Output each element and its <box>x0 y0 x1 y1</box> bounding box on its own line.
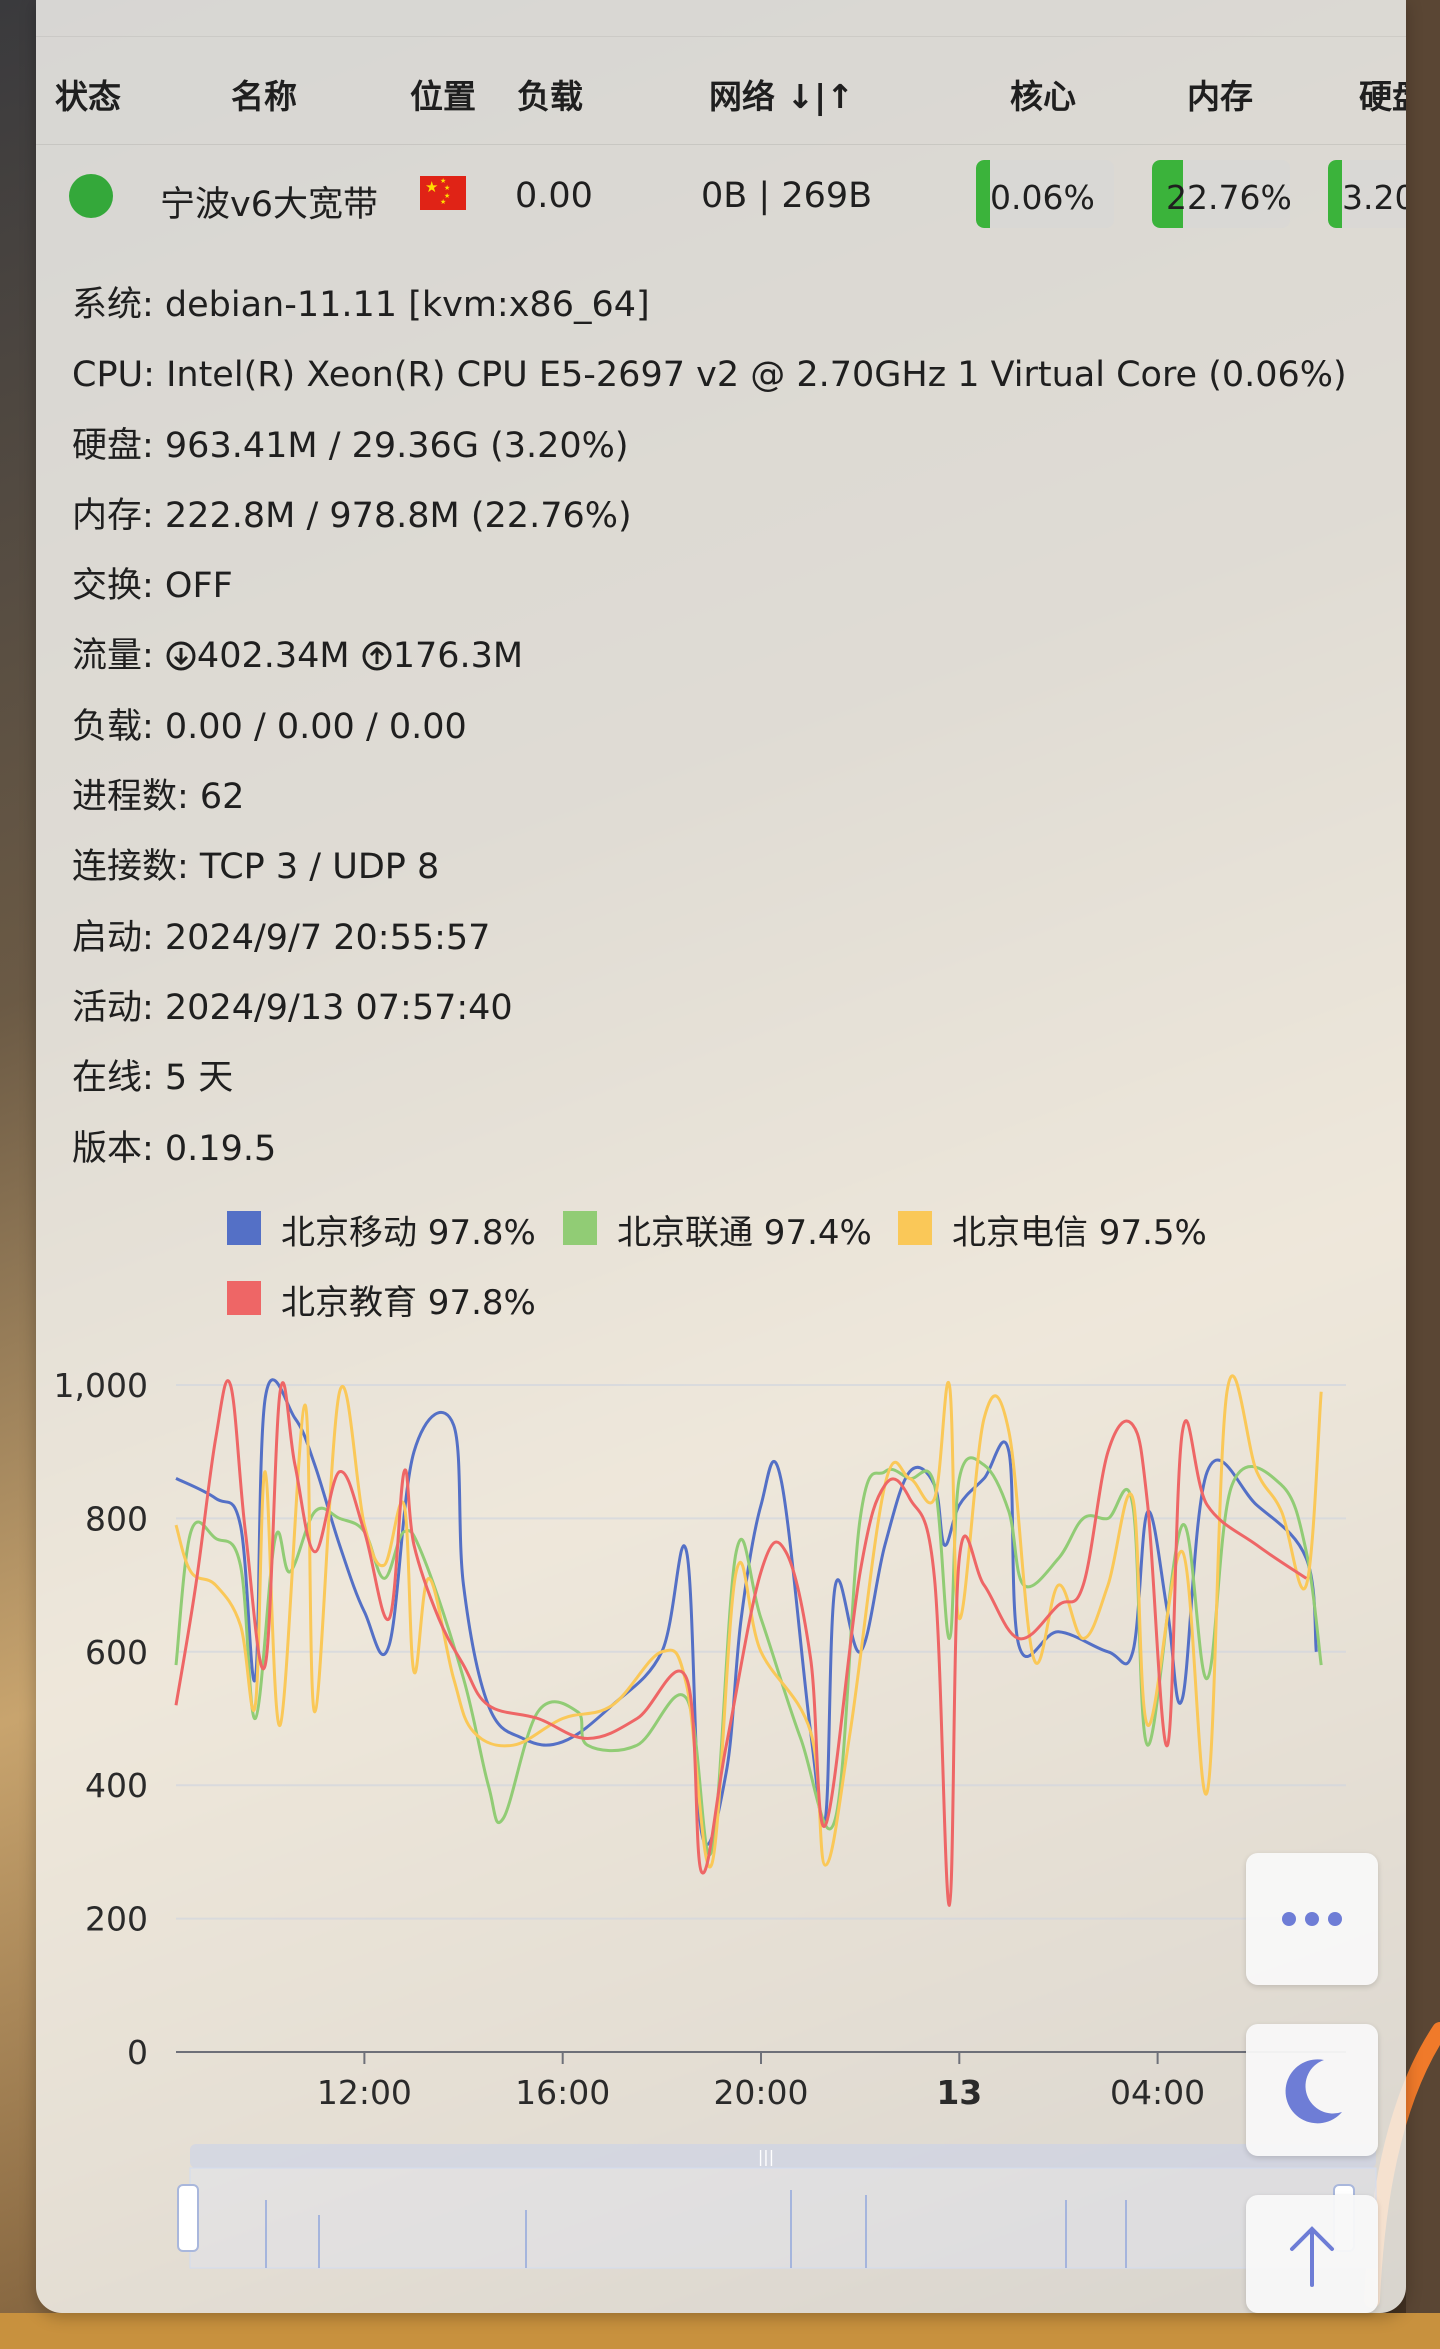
zoom-slider-left-handle[interactable] <box>178 2185 198 2251</box>
x-tick-label: 12:00 <box>317 2073 412 2112</box>
zoom-slider-handle-bar[interactable] <box>190 2144 1376 2168</box>
x-tick-label: 20:00 <box>713 2073 808 2112</box>
arrow-up-icon <box>1246 2195 1378 2313</box>
theme-toggle-button[interactable] <box>1246 2024 1378 2156</box>
zoom-slider-track[interactable] <box>190 2168 1376 2268</box>
y-tick-label: 1,000 <box>54 1366 148 1405</box>
server-detail-panel: 状态 名称 位置 负载 网络 ↓|↑ 核心 内存 硬盘 宁波v6大宽带 ★ ★ … <box>36 0 1406 2313</box>
series-line-mobile <box>176 1380 1316 1845</box>
zoom-slider-grip-icon[interactable]: ||| <box>758 2147 774 2166</box>
more-horizontal-icon <box>1246 1853 1378 1985</box>
x-tick-label: 04:00 <box>1110 2073 1205 2112</box>
y-tick-label: 400 <box>85 1766 148 1805</box>
more-button[interactable] <box>1246 1853 1378 1985</box>
y-tick-label: 0 <box>127 2033 148 2072</box>
x-tick-label: 16:00 <box>515 2073 610 2112</box>
y-tick-label: 200 <box>85 1900 148 1939</box>
x-tick-label: 13 <box>936 2073 982 2112</box>
zoom-slider[interactable]: ||| <box>178 2144 1376 2268</box>
series-line-education <box>176 1381 1306 1906</box>
latency-chart: 0 200 400 600 800 1,000 12:00 16:00 20:00 13 04:00… <box>36 0 1406 2313</box>
y-tick-label: 600 <box>85 1633 148 1672</box>
back-to-top-button[interactable] <box>1246 2195 1378 2313</box>
moon-icon <box>1246 2024 1378 2156</box>
y-tick-label: 800 <box>85 1499 148 1538</box>
